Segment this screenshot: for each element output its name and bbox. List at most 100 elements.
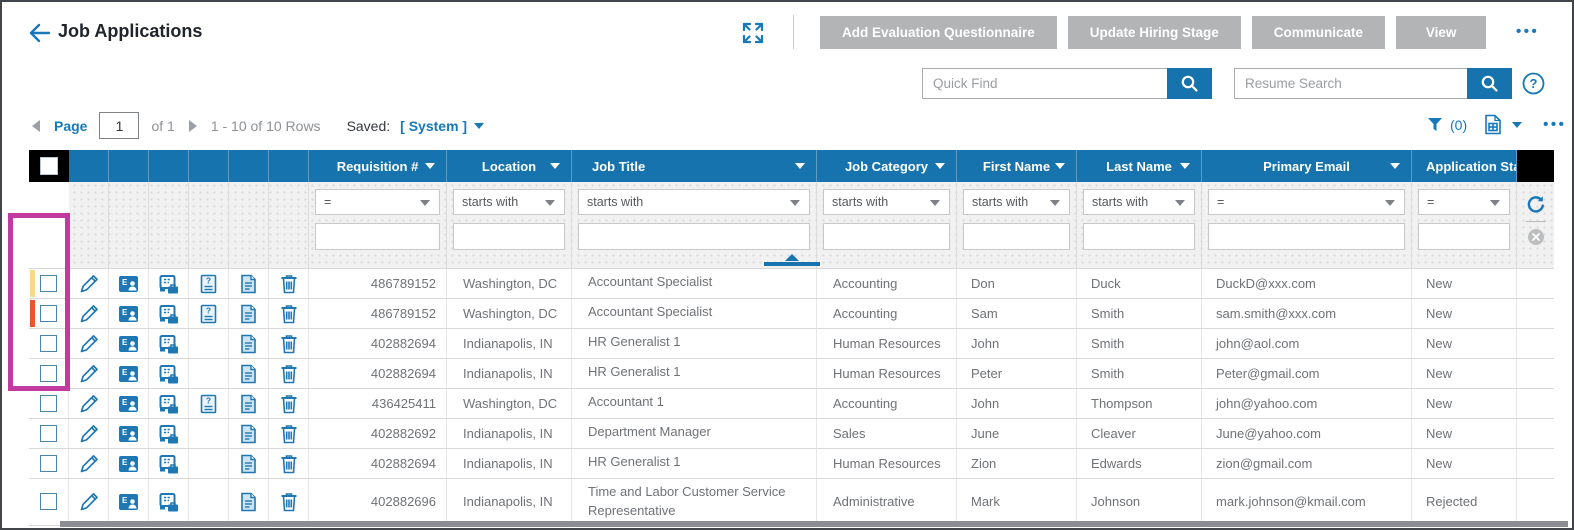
job-profile-icon[interactable]: [158, 364, 179, 384]
job-profile-icon[interactable]: [158, 424, 179, 444]
row-checkbox[interactable]: [40, 275, 57, 292]
delete-icon[interactable]: [280, 334, 298, 354]
edit-icon[interactable]: [79, 394, 99, 414]
more-actions-icon[interactable]: •••: [1516, 23, 1540, 40]
applicant-profile-icon[interactable]: E: [118, 493, 139, 511]
filter-icon[interactable]: [1427, 117, 1443, 132]
edit-icon[interactable]: [79, 364, 99, 384]
refresh-icon[interactable]: [1525, 194, 1546, 215]
header-job-title[interactable]: Job Title: [572, 150, 817, 182]
filter-op-job-title[interactable]: starts with: [578, 189, 810, 215]
applicant-profile-icon[interactable]: E: [118, 275, 139, 293]
filter-op-primary-email[interactable]: =: [1208, 189, 1405, 215]
previous-page-icon[interactable]: [32, 119, 40, 132]
resume-document-icon[interactable]: [240, 394, 257, 414]
edit-icon[interactable]: [79, 454, 99, 474]
collapse-filter-handle[interactable]: [764, 254, 820, 266]
job-profile-icon[interactable]: [158, 304, 179, 324]
export-dropdown-icon[interactable]: [1512, 121, 1523, 128]
evaluation-questionnaire-icon[interactable]: ?: [200, 304, 217, 324]
delete-icon[interactable]: [280, 454, 298, 474]
resume-document-icon[interactable]: [240, 364, 257, 384]
filter-input-last-name[interactable]: [1083, 223, 1195, 250]
quick-find-search-button[interactable]: [1167, 68, 1212, 99]
edit-icon[interactable]: [79, 334, 99, 354]
horizontal-scrollbar[interactable]: [60, 521, 1568, 527]
evaluation-questionnaire-icon[interactable]: ?: [200, 394, 217, 414]
job-profile-icon[interactable]: [158, 394, 179, 414]
row-checkbox[interactable]: [40, 335, 57, 352]
row-checkbox[interactable]: [40, 493, 57, 511]
filter-input-location[interactable]: [453, 223, 565, 250]
filter-input-primary-email[interactable]: [1208, 223, 1405, 250]
quick-find-input[interactable]: [922, 68, 1167, 99]
row-checkbox[interactable]: [40, 365, 57, 382]
header-application-status[interactable]: Application Status: [1412, 150, 1517, 182]
row-checkbox[interactable]: [40, 425, 57, 442]
applicant-profile-icon[interactable]: E: [118, 305, 139, 323]
resume-document-icon[interactable]: [240, 454, 257, 474]
job-profile-icon[interactable]: [158, 454, 179, 474]
edit-icon[interactable]: [79, 492, 99, 512]
back-icon[interactable]: [28, 22, 52, 44]
clear-filter-icon[interactable]: [1527, 228, 1545, 246]
delete-icon[interactable]: [280, 492, 298, 512]
delete-icon[interactable]: [280, 424, 298, 444]
evaluation-questionnaire-icon[interactable]: ?: [200, 274, 217, 294]
filter-op-first-name[interactable]: starts with: [963, 189, 1070, 215]
select-all-checkbox[interactable]: [40, 157, 58, 175]
header-primary-email[interactable]: Primary Email: [1202, 150, 1412, 182]
filter-op-location[interactable]: starts with: [453, 189, 565, 215]
header-requisition[interactable]: Requisition #: [309, 150, 447, 182]
resume-document-icon[interactable]: [240, 274, 257, 294]
applicant-profile-icon[interactable]: E: [118, 395, 139, 413]
help-icon[interactable]: ?: [1522, 72, 1545, 95]
delete-icon[interactable]: [280, 364, 298, 384]
filter-op-application-status[interactable]: =: [1418, 189, 1510, 215]
applicant-profile-icon[interactable]: E: [118, 335, 139, 353]
delete-icon[interactable]: [280, 394, 298, 414]
row-checkbox[interactable]: [40, 305, 57, 322]
delete-icon[interactable]: [280, 274, 298, 294]
add-evaluation-questionnaire-button[interactable]: Add Evaluation Questionnaire: [820, 16, 1057, 49]
update-hiring-stage-button[interactable]: Update Hiring Stage: [1067, 16, 1241, 49]
expand-icon[interactable]: [740, 20, 766, 46]
export-report-icon[interactable]: [1483, 114, 1503, 135]
next-page-icon[interactable]: [188, 119, 197, 132]
job-profile-icon[interactable]: [158, 492, 179, 512]
view-button[interactable]: View: [1396, 16, 1487, 49]
job-profile-icon[interactable]: [158, 274, 179, 294]
row-checkbox[interactable]: [40, 395, 57, 412]
header-first-name[interactable]: First Name: [957, 150, 1077, 182]
job-profile-icon[interactable]: [158, 334, 179, 354]
applicant-profile-icon[interactable]: E: [118, 365, 139, 383]
resume-search-button[interactable]: [1467, 68, 1512, 99]
resume-document-icon[interactable]: [240, 304, 257, 324]
header-job-category[interactable]: Job Category: [817, 150, 957, 182]
applicant-profile-icon[interactable]: E: [118, 455, 139, 473]
edit-icon[interactable]: [79, 304, 99, 324]
page-number-input[interactable]: [99, 112, 140, 139]
edit-icon[interactable]: [79, 274, 99, 294]
edit-icon[interactable]: [79, 424, 99, 444]
communicate-button[interactable]: Communicate: [1251, 16, 1386, 49]
filter-input-application-status[interactable]: [1418, 223, 1510, 250]
applicant-profile-icon[interactable]: E: [118, 425, 139, 443]
filter-op-last-name[interactable]: starts with: [1083, 189, 1195, 215]
filter-op-job-category[interactable]: starts with: [823, 189, 950, 215]
filter-input-first-name[interactable]: [963, 223, 1070, 250]
delete-icon[interactable]: [280, 304, 298, 324]
resume-document-icon[interactable]: [240, 492, 257, 512]
filter-input-requisition[interactable]: [315, 223, 440, 250]
resume-search-input[interactable]: [1234, 68, 1467, 99]
resume-document-icon[interactable]: [240, 424, 257, 444]
header-location[interactable]: Location: [447, 150, 572, 182]
saved-view-dropdown[interactable]: [ System ]: [400, 118, 485, 134]
filter-input-job-category[interactable]: [823, 223, 950, 250]
filter-input-job-title[interactable]: [578, 223, 810, 250]
grid-more-icon[interactable]: •••: [1543, 116, 1567, 133]
resume-document-icon[interactable]: [240, 334, 257, 354]
filter-op-requisition[interactable]: =: [315, 189, 440, 215]
row-checkbox[interactable]: [40, 455, 57, 472]
header-last-name[interactable]: Last Name: [1077, 150, 1202, 182]
